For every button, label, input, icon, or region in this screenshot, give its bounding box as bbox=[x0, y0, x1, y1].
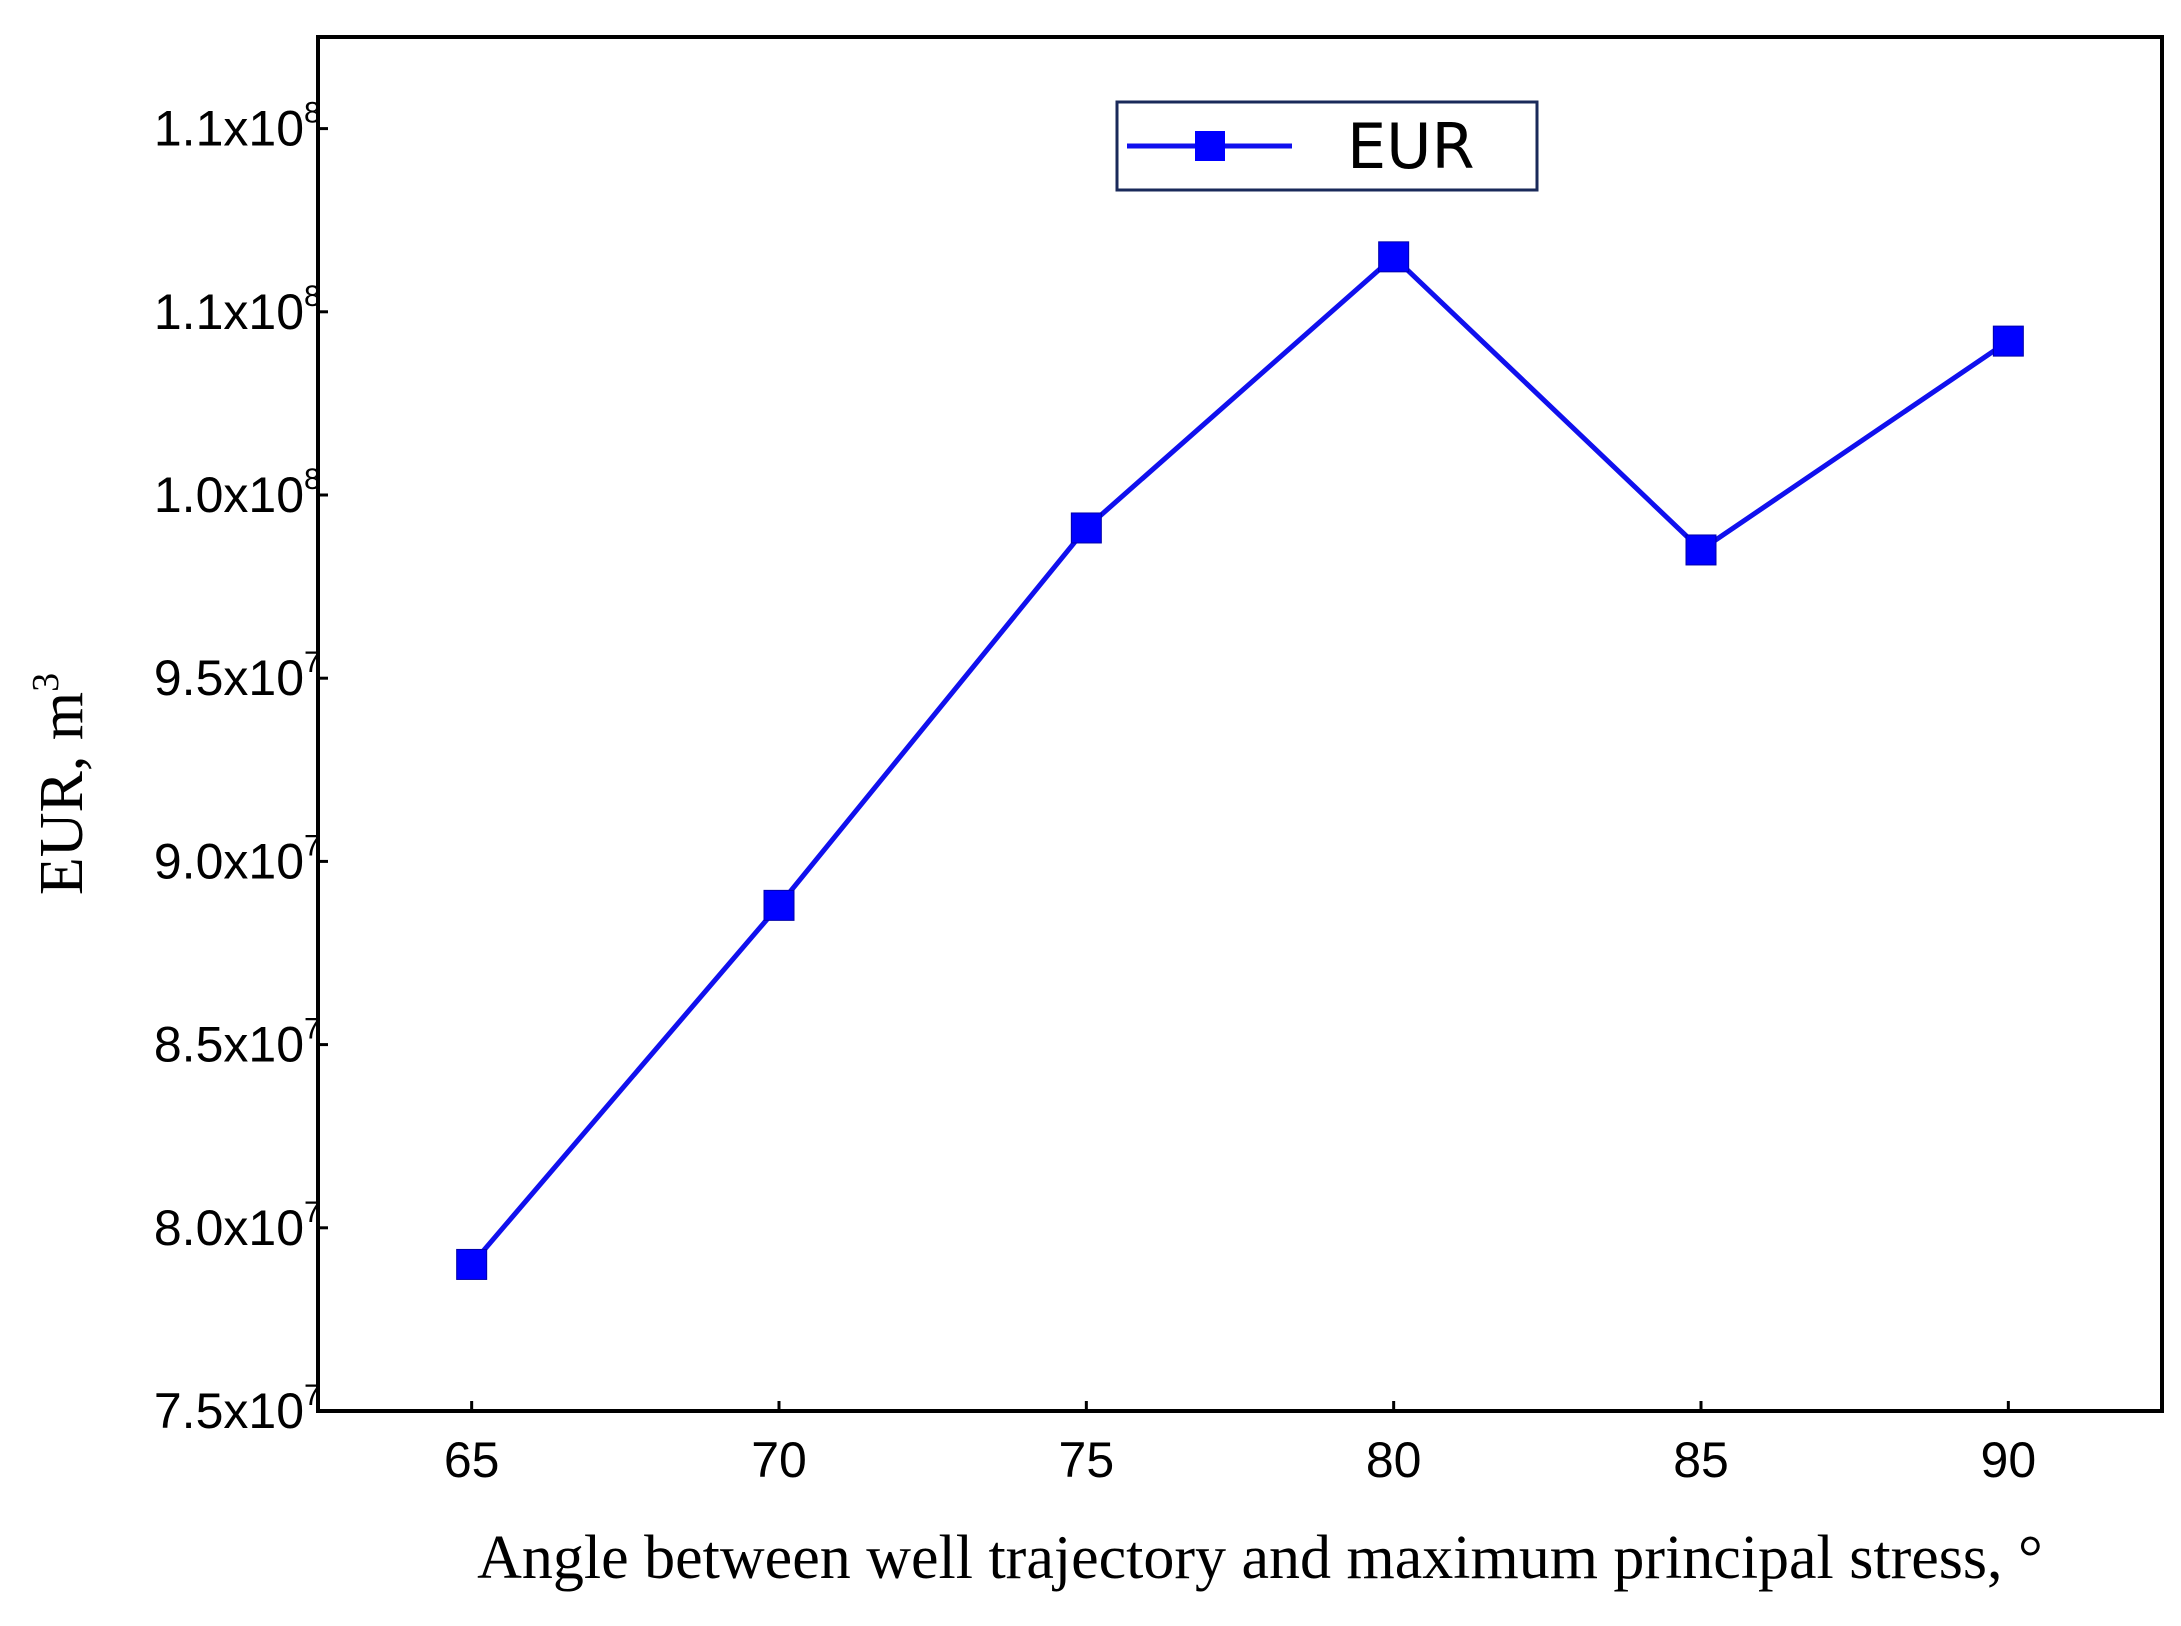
y-tick-label: 1.0x10 bbox=[154, 467, 304, 523]
y-tick-label: 8.0x10 bbox=[154, 1200, 304, 1256]
data-point-90 bbox=[1992, 325, 2024, 357]
y-tick-exponent: 7 bbox=[304, 1013, 321, 1046]
y-tick-mantissa: 8.0x10 bbox=[154, 1200, 304, 1256]
y-tick-mantissa: 1.0x10 bbox=[154, 467, 304, 523]
labels-layer: 65 70 75 80 85 907.5x10 78.0x10 78.5x10 79.0x10 7… bbox=[25, 97, 2043, 1592]
y-axis-title-group: EUR, m3 bbox=[25, 673, 96, 895]
y-tick-mantissa: 9.5x10 bbox=[154, 650, 304, 706]
x-tick-label: 80 bbox=[1366, 1432, 1422, 1488]
x-axis-title: Angle between well trajectory and maximu… bbox=[477, 1524, 2043, 1592]
series-layer bbox=[456, 241, 2024, 1280]
y-tick-label: 1.1x10 bbox=[154, 101, 304, 157]
y-tick-exponent: 8 bbox=[304, 280, 321, 313]
data-point-75 bbox=[1070, 512, 1102, 544]
legend: EUR bbox=[1115, 100, 1539, 192]
x-tick-label: 75 bbox=[1059, 1432, 1115, 1488]
y-tick-exponent: 7 bbox=[304, 1196, 321, 1229]
y-tick-exponent: 7 bbox=[304, 646, 321, 679]
y-tick-mantissa: 1.1x10 bbox=[154, 101, 304, 157]
y-tick-label: 1.1x10 bbox=[154, 284, 304, 340]
x-tick-label: 90 bbox=[1981, 1432, 2037, 1488]
y-tick-mantissa: 7.5x10 bbox=[154, 1383, 304, 1439]
x-tick-label: 65 bbox=[444, 1432, 500, 1488]
y-tick-label: 9.5x10 bbox=[154, 650, 304, 706]
y-tick-mantissa: 9.0x10 bbox=[154, 833, 304, 889]
legend-label: EUR bbox=[1347, 110, 1475, 183]
x-tick-label: 70 bbox=[751, 1432, 807, 1488]
y-axis-title: EUR, m3 bbox=[25, 673, 96, 895]
y-tick-mantissa: 1.1x10 bbox=[154, 284, 304, 340]
legend-marker-sample bbox=[1195, 131, 1225, 161]
y-tick-exponent: 8 bbox=[304, 97, 321, 130]
y-axis-title-superscript: 3 bbox=[25, 673, 67, 692]
data-point-70 bbox=[763, 889, 795, 921]
plot-frame bbox=[316, 35, 2164, 1413]
data-point-85 bbox=[1685, 534, 1717, 566]
series-line-eur bbox=[469, 254, 2010, 1267]
y-tick-exponent: 7 bbox=[304, 1379, 321, 1412]
x-tick-label: 85 bbox=[1673, 1432, 1729, 1488]
axes-layer bbox=[316, 35, 2164, 1413]
y-tick-exponent: 8 bbox=[304, 463, 321, 496]
y-tick-label: 7.5x10 bbox=[154, 1383, 304, 1439]
y-tick-label: 9.0x10 bbox=[154, 833, 304, 889]
y-tick-exponent: 7 bbox=[304, 829, 321, 862]
y-tick-mantissa: 8.5x10 bbox=[154, 1017, 304, 1073]
y-tick-label: 8.5x10 bbox=[154, 1017, 304, 1073]
y-axis-title-text: EUR, m bbox=[28, 692, 96, 895]
data-point-65 bbox=[456, 1248, 488, 1280]
data-point-80 bbox=[1378, 241, 1410, 273]
